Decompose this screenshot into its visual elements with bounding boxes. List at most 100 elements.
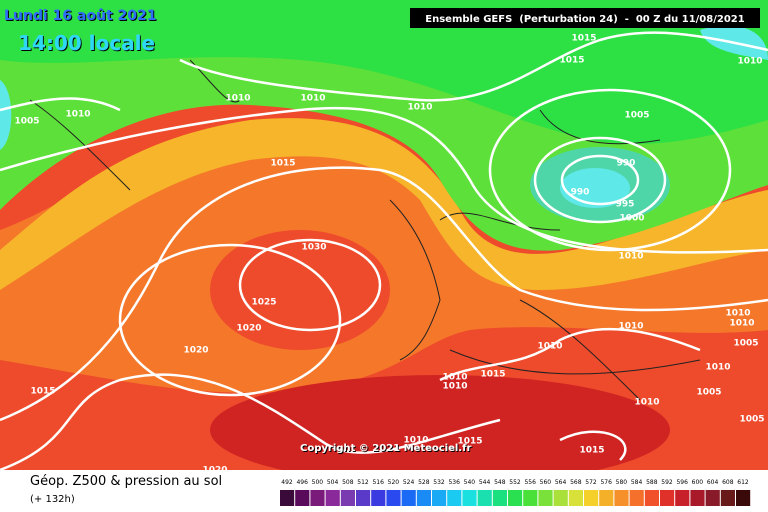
pressure-label: 1010 [725,309,750,319]
scale-label: 552 [509,479,521,486]
scale-swatch [325,490,340,506]
scale-swatch [584,490,599,506]
isobars [0,31,768,472]
scale-swatch [508,490,523,506]
scale-label: 524 [403,479,415,486]
scale-swatch [432,490,447,506]
pressure-label: 1025 [251,298,276,308]
pressure-label: 1010 [634,398,659,408]
scale-swatch [447,490,462,506]
pressure-label: 1020 [202,466,227,476]
pressure-label: 1010 [618,252,643,262]
scale-label: 560 [540,479,552,486]
pressure-label: 1030 [301,243,326,253]
scale-label: 568 [570,479,582,486]
scale-swatch [295,490,310,506]
footer-lead: (+ 132h) [30,494,75,505]
scale-swatch [492,490,507,506]
pressure-label: 1010 [618,322,643,332]
pressure-label: 990 [617,159,636,169]
pressure-label: 1010 [403,436,428,446]
footer-title: Géop. Z500 & pression au sol [30,474,222,489]
green-dark [0,0,768,144]
time-title: 14:00 locale [18,31,155,55]
pressure-label: 1005 [14,117,39,127]
scale-swatch [340,490,355,506]
scale-label: 520 [388,479,400,486]
scale-swatch [538,490,553,506]
pressure-label: 995 [616,200,635,210]
scale-label: 536 [448,479,460,486]
scale-swatch [705,490,720,506]
hot-zone [210,375,670,485]
scale-swatch [553,490,568,506]
pressure-label: 1010 [225,94,250,104]
scale-swatch [660,490,675,506]
scale-label: 508 [342,479,354,486]
scale-label: 596 [676,479,688,486]
scale-swatch [280,490,295,506]
pressure-label: 1010 [729,319,754,329]
scale-swatch [401,490,416,506]
scale-label: 608 [722,479,734,486]
scale-swatch [599,490,614,506]
scale-swatch [720,490,735,506]
pressure-label: 1010 [300,94,325,104]
copyright: Copyright © 2021 Meteociel.fr [300,443,471,454]
pressure-label: 1015 [30,387,55,397]
coastlines [29,59,701,401]
pressure-label: 1005 [733,339,758,349]
scale-swatch [523,490,538,506]
scale-swatch [644,490,659,506]
scale-label: 556 [524,479,536,486]
scale-label: 516 [372,479,384,486]
scale-label: 576 [600,479,612,486]
scale-label: 600 [692,479,704,486]
scale-swatch [690,490,705,506]
scale-label: 588 [646,479,658,486]
scale-label: 512 [357,479,369,486]
model-label: Ensemble GEFS (Perturbation 24) - 00 Z d… [425,14,744,25]
pressure-label: 1005 [696,388,721,398]
scale-swatch [675,490,690,506]
scale-swatch [356,490,371,506]
scale-swatch [477,490,492,506]
pressure-label: 1015 [457,437,482,447]
scale-swatch [614,490,629,506]
scale-label: 540 [464,479,476,486]
pressure-label: 1015 [270,159,295,169]
pressure-label: 1020 [236,324,261,334]
pressure-label: 1015 [571,34,596,44]
cold-edge [0,80,12,150]
scale-label: 548 [494,479,506,486]
scale-label: 532 [433,479,445,486]
pressure-label: 1000 [619,214,644,224]
pressure-label: 1005 [624,111,649,121]
scale-swatch [371,490,386,506]
scale-label: 528 [418,479,430,486]
scale-label: 604 [707,479,719,486]
yellow-zone [0,118,768,290]
orange-zone [0,139,768,393]
pressure-label: 1015 [579,446,604,456]
scale-label: 492 [281,479,293,486]
pressure-label: 1010 [65,110,90,120]
scale-swatch [416,490,431,506]
pressure-label: 1010 [737,57,762,67]
scale-label: 584 [631,479,643,486]
scale-label: 580 [616,479,628,486]
date-title: Lundi 16 août 2021 [4,8,156,24]
scale-label: 572 [585,479,597,486]
scale-label: 500 [312,479,324,486]
pressure-label: 1015 [559,56,584,66]
scale-swatch [310,490,325,506]
scale-label: 592 [661,479,673,486]
scale-label: 544 [479,479,491,486]
pressure-label: 1010 [442,373,467,383]
pressure-label: 1020 [183,346,208,356]
pressure-label: 990 [571,188,590,198]
scale-swatch [629,490,644,506]
pressure-label: 1010 [442,382,467,392]
